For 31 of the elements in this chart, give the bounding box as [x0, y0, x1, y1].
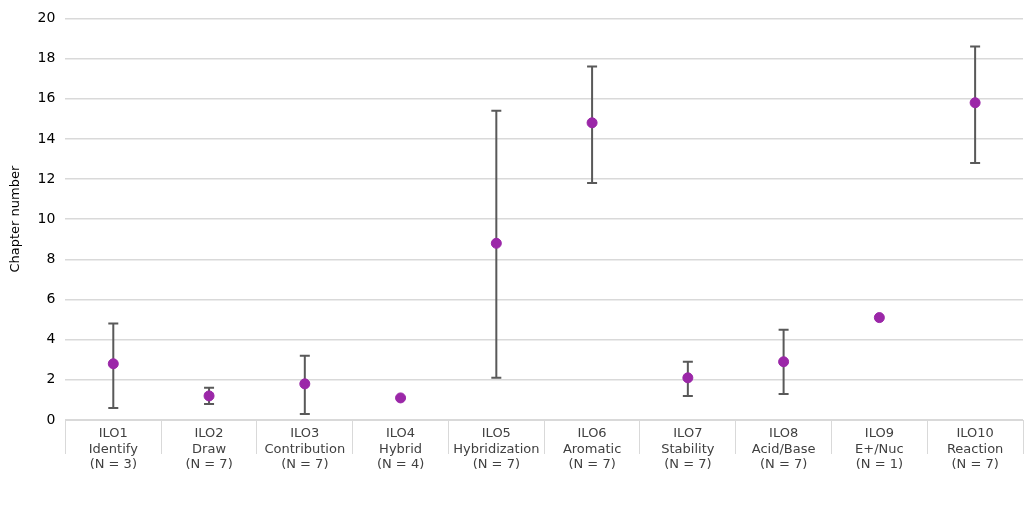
- point: [107, 358, 119, 370]
- point: [299, 378, 311, 390]
- x-tick-label: ILO2 Draw (N = 7): [185, 425, 233, 472]
- point: [586, 117, 598, 129]
- y-tick-label: 20: [37, 9, 56, 26]
- y-tick-label: 12: [37, 169, 56, 186]
- point: [873, 312, 885, 324]
- x-tick-label: ILO8 Acid/Base (N = 7): [751, 425, 816, 472]
- y-tick-label: 8: [46, 250, 56, 266]
- y-tick-label: 10: [37, 209, 56, 226]
- x-tick-label: ILO7 Stability (N = 7): [661, 425, 715, 472]
- y-tick-label: 16: [37, 89, 56, 106]
- x-tick-label: ILO5 Hybridization (N = 7): [453, 425, 540, 472]
- x-tick-label: ILO1 Identify (N = 3): [88, 425, 139, 472]
- y-axis-title: Chapter number: [7, 165, 23, 273]
- point: [682, 372, 694, 384]
- y-tick-label: 14: [37, 129, 56, 146]
- x-tick-label: ILO9 E+/Nuc (N = 1): [855, 425, 904, 472]
- y-tick-label: 0: [46, 410, 56, 427]
- x-tick-label: ILO4 Hybrid (N = 4): [376, 425, 425, 472]
- y-tick-label: 18: [37, 49, 56, 66]
- x-tick-label: ILO10 Reaction (N = 7): [946, 425, 1004, 472]
- x-tick-label: ILO6 Aromatic (N = 7): [562, 425, 622, 472]
- point: [395, 392, 407, 404]
- y-tick-label: 4: [46, 330, 56, 347]
- point: [490, 237, 502, 249]
- x-tick-label: ILO3 Contribution (N = 7): [264, 425, 346, 472]
- y-tick-label: 6: [46, 290, 56, 307]
- y-tick-label: 2: [46, 370, 56, 387]
- point: [969, 97, 981, 109]
- point: [778, 356, 790, 368]
